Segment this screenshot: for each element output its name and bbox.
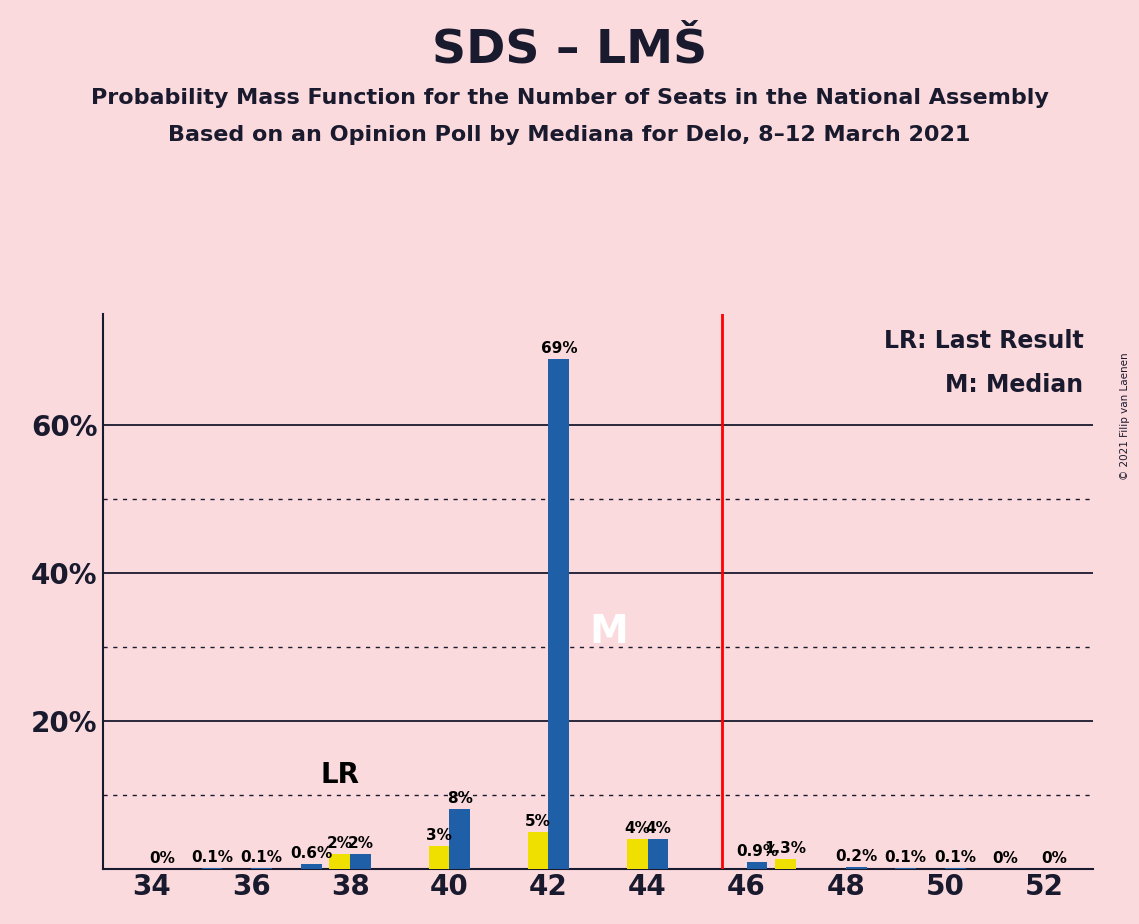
Text: 0%: 0%: [992, 851, 1017, 866]
Text: SDS – LMŠ: SDS – LMŠ: [432, 28, 707, 73]
Text: 69%: 69%: [541, 341, 577, 356]
Text: M: M: [589, 613, 628, 651]
Text: 8%: 8%: [446, 792, 473, 807]
Bar: [776, 859, 796, 869]
Text: 0%: 0%: [149, 851, 175, 866]
Bar: [527, 832, 549, 869]
Text: 0.6%: 0.6%: [290, 846, 333, 861]
Text: LR: Last Result: LR: Last Result: [884, 329, 1083, 353]
Text: 0.1%: 0.1%: [885, 850, 927, 865]
Text: 0.1%: 0.1%: [191, 850, 233, 865]
Text: 5%: 5%: [525, 814, 551, 829]
Bar: [747, 862, 768, 869]
Bar: [450, 809, 470, 869]
Bar: [549, 359, 570, 869]
Bar: [428, 846, 450, 869]
Text: 2%: 2%: [347, 836, 374, 851]
Text: M: Median: M: Median: [945, 373, 1083, 397]
Bar: [846, 867, 867, 869]
Text: © 2021 Filip van Laenen: © 2021 Filip van Laenen: [1121, 352, 1130, 480]
Bar: [626, 839, 648, 869]
Bar: [647, 839, 669, 869]
Bar: [301, 864, 321, 869]
Bar: [351, 854, 371, 869]
Text: 3%: 3%: [426, 829, 452, 844]
Text: 0.1%: 0.1%: [934, 850, 976, 865]
Text: 4%: 4%: [624, 821, 650, 836]
Text: 1.3%: 1.3%: [764, 841, 806, 856]
Text: 0.1%: 0.1%: [240, 850, 282, 865]
Text: Probability Mass Function for the Number of Seats in the National Assembly: Probability Mass Function for the Number…: [91, 88, 1048, 108]
Text: LR: LR: [320, 760, 359, 789]
Text: 2%: 2%: [327, 836, 353, 851]
Text: 0%: 0%: [1041, 851, 1067, 866]
Text: 0.2%: 0.2%: [835, 849, 877, 864]
Text: 0.9%: 0.9%: [736, 844, 778, 859]
Text: 4%: 4%: [645, 821, 671, 836]
Text: Based on an Opinion Poll by Mediana for Delo, 8–12 March 2021: Based on an Opinion Poll by Mediana for …: [169, 125, 970, 145]
Bar: [329, 854, 351, 869]
